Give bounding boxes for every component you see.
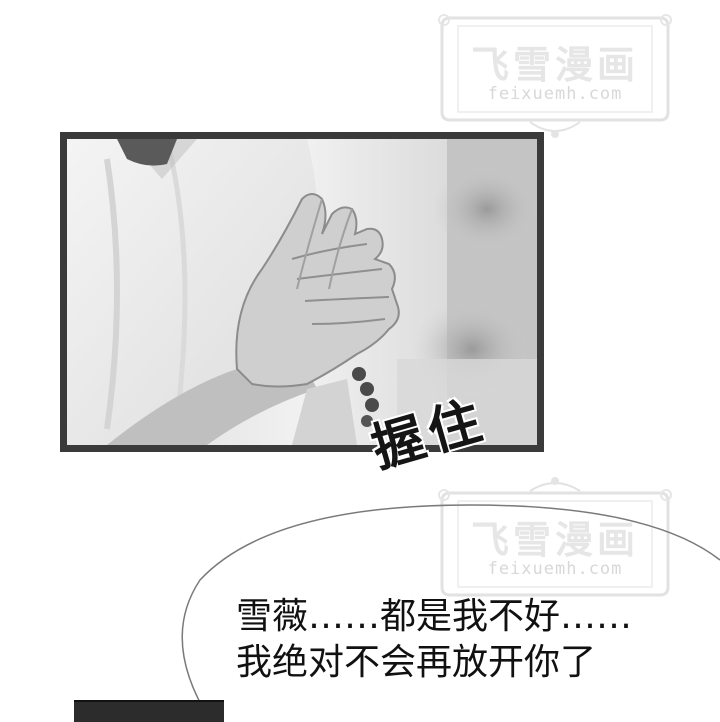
dialogue-line-1: 雪薇……都是我不好…… (236, 596, 633, 637)
watermark-frame (438, 14, 672, 138)
bracelet-bead (361, 415, 373, 427)
speech-bubble-text: 雪薇……都是我不好…… 我绝对不会再放开你了 (236, 594, 706, 686)
forearm-second (292, 379, 357, 445)
watermark-url: feixuemh.com (487, 559, 623, 579)
photo-panel (60, 132, 544, 452)
watermark-url: feixuemh.com (487, 84, 623, 104)
hands-clasped (235, 193, 400, 388)
hair (117, 139, 177, 166)
watermark-title: 飞雪漫画 (470, 43, 639, 87)
watermark-title: 飞雪漫画 (470, 518, 639, 562)
watermark-top: 飞雪漫画 feixuemh.com (430, 0, 680, 140)
next-panel-edge (74, 700, 224, 722)
bracelet-bead (352, 367, 366, 381)
dialogue-line-2: 我绝对不会再放开你了 (236, 642, 597, 683)
clasped-hands-illustration (67, 139, 537, 445)
background-blur (432, 164, 537, 254)
bracelet-bead (365, 398, 379, 412)
bracelet-bead (360, 382, 374, 396)
